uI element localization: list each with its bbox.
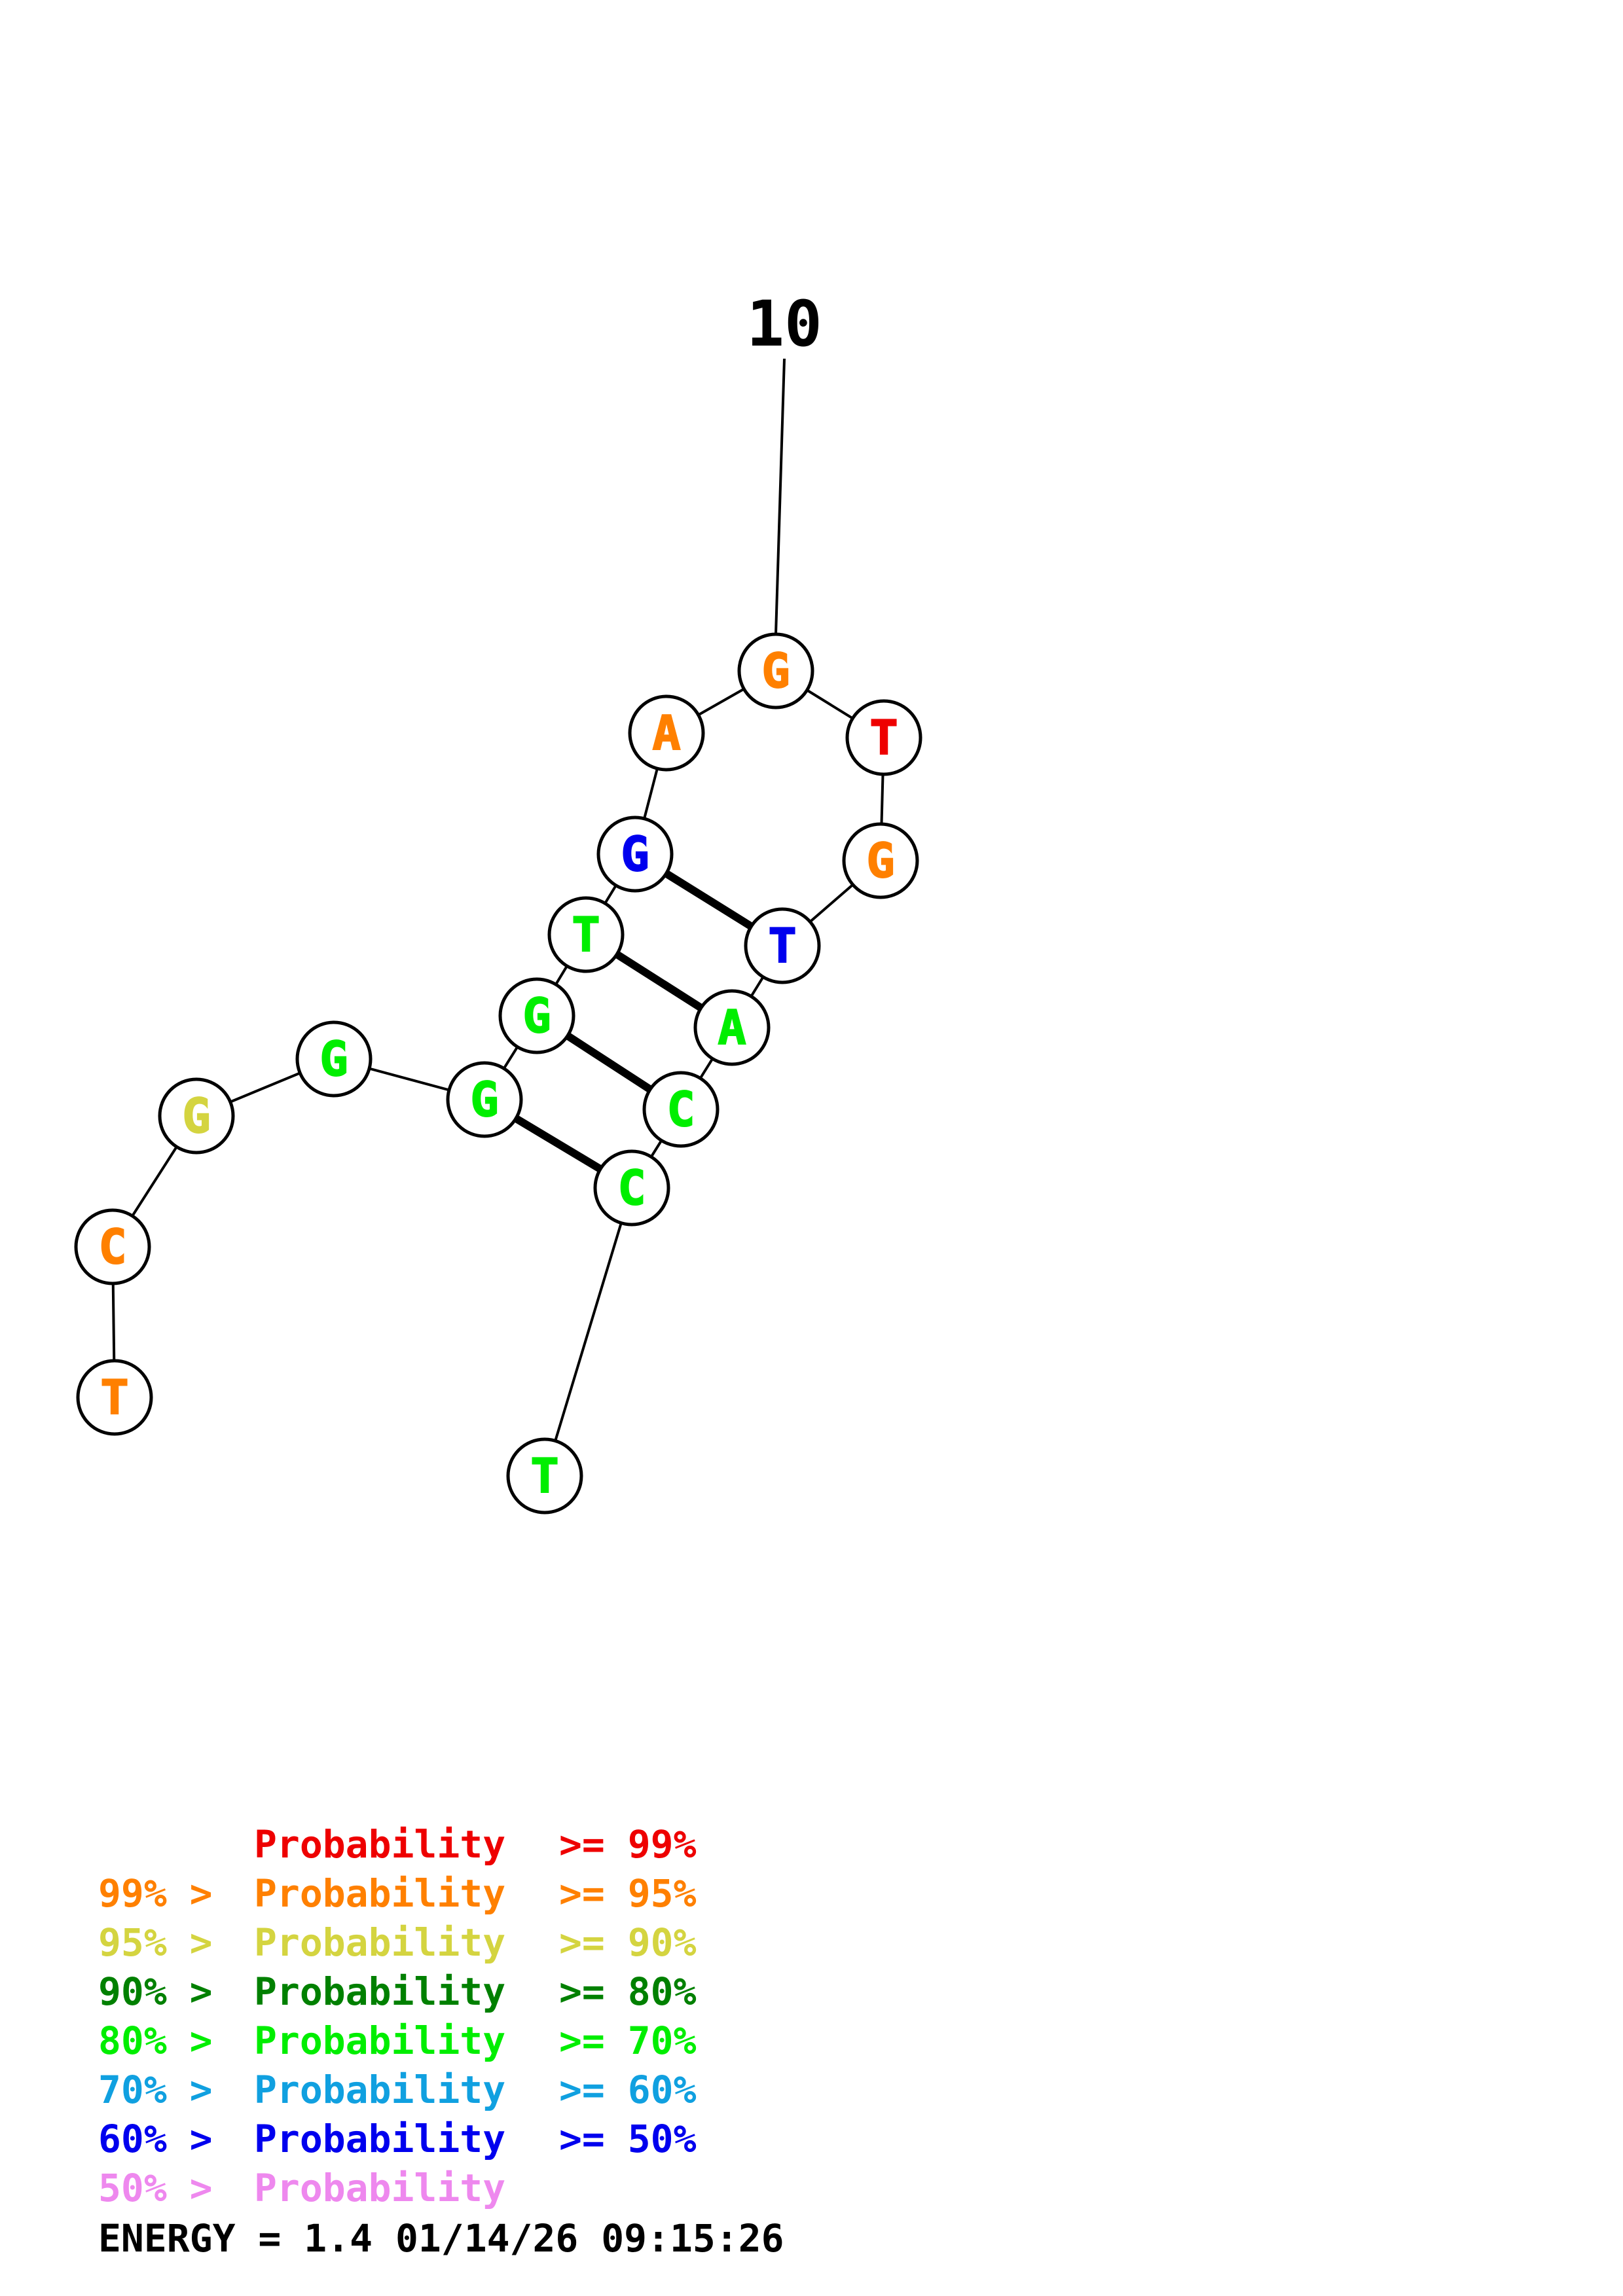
- nucleotide-base: T: [100, 1370, 128, 1425]
- nucleotide-base: G: [522, 988, 551, 1043]
- legend-label: Probability: [254, 1822, 505, 1867]
- position-markers: 10: [746, 287, 822, 635]
- nucleotide-base: G: [182, 1088, 210, 1143]
- nucleotide-circle: [642, 1071, 720, 1148]
- legend-row: 70% > Probability >= 60%: [98, 2068, 697, 2112]
- legend-prefix: 70% >: [98, 2068, 213, 2112]
- nucleotide-circle: [693, 989, 771, 1066]
- legend-label: Probability: [254, 1969, 505, 2014]
- energy-footer: ENERGY = 1.4 01/14/26 09:15:26: [98, 2216, 784, 2261]
- nucleotide-circle: [842, 822, 919, 899]
- legend-label: Probability: [254, 2166, 505, 2210]
- legend-row: 90% > Probability >= 80%: [98, 1969, 697, 2014]
- nucleotide-base: G: [319, 1031, 348, 1086]
- nucleotide-circle: [446, 1061, 523, 1138]
- nucleotide: G: [498, 977, 575, 1054]
- legend-label: Probability: [254, 1871, 505, 1916]
- legend-row: 50% > Probability: [98, 2166, 505, 2210]
- nucleotide-base: G: [866, 833, 894, 888]
- nucleotide-base: C: [666, 1082, 695, 1137]
- legend-label: Probability: [254, 2068, 505, 2112]
- nucleotide-circle: [737, 632, 814, 709]
- nucleotide-base: C: [98, 1219, 126, 1274]
- legend-suffix: >= 60%: [559, 2068, 697, 2112]
- legend-suffix: >= 99%: [559, 1822, 697, 1867]
- nucleotide-circle: [158, 1077, 235, 1155]
- nucleotide-base: G: [761, 643, 790, 698]
- nucleotide-base: G: [621, 827, 649, 882]
- legend-prefix: 60% >: [98, 2117, 213, 2161]
- legend-prefix: 99% >: [98, 1871, 213, 1916]
- legend-row: 80% > Probability >= 70%: [98, 2018, 697, 2063]
- legend-prefix: 90% >: [98, 1969, 213, 2014]
- backbone-line: [543, 1187, 633, 1477]
- legend-label: Probability: [254, 2117, 505, 2161]
- nucleotide: C: [593, 1149, 670, 1227]
- nucleotide: T: [76, 1359, 153, 1436]
- nucleotide: A: [693, 989, 771, 1066]
- legend-label: Probability: [254, 1920, 505, 1965]
- position-marker-label: 10: [746, 287, 822, 361]
- legend-row: 99% > Probability >= 95%: [98, 1871, 697, 1916]
- nucleotide-circle: [547, 896, 625, 973]
- nucleotide: T: [506, 1437, 583, 1515]
- legend-label: Probability: [254, 2018, 505, 2063]
- nucleotide-base: T: [572, 907, 600, 962]
- nucleotide-circle: [845, 699, 922, 776]
- position-marker-line: [775, 358, 786, 635]
- legend-suffix: >= 80%: [559, 1969, 697, 2014]
- nucleotide-circle: [593, 1149, 670, 1227]
- nucleotide-base: G: [470, 1072, 498, 1127]
- nucleotide-circle: [628, 694, 705, 772]
- nucleotide-base: A: [652, 706, 680, 761]
- nucleotide: C: [642, 1071, 720, 1148]
- legend-row: 95% > Probability >= 90%: [98, 1920, 697, 1965]
- nucleotide: G: [737, 632, 814, 709]
- nucleotide: T: [744, 907, 821, 984]
- nucleotide-base: T: [530, 1448, 558, 1503]
- nucleotide-circle: [596, 816, 674, 893]
- nucleotide-base: A: [718, 1000, 746, 1055]
- nucleotide: A: [628, 694, 705, 772]
- legend-suffix: >= 90%: [559, 1920, 697, 1965]
- nucleotide: G: [842, 822, 919, 899]
- legend-suffix: >= 50%: [559, 2117, 697, 2161]
- legend-prefix: 80% >: [98, 2018, 213, 2063]
- nucleotide-circle: [498, 977, 575, 1054]
- probability-legend: Probability >= 99%99% > Probability >= 95%9…: [98, 1822, 697, 2210]
- legend-prefix: 50% >: [98, 2166, 213, 2210]
- nucleotide-base: T: [768, 918, 796, 973]
- nucleotide: G: [446, 1061, 523, 1138]
- nucleotide-circle: [295, 1020, 373, 1098]
- nucleotide: T: [845, 699, 922, 776]
- legend-row: Probability >= 99%: [254, 1822, 697, 1867]
- nucleotide-circle: [506, 1437, 583, 1515]
- nucleotide: T: [547, 896, 625, 973]
- nucleotide-base: T: [869, 710, 898, 765]
- nucleotide-circle: [744, 907, 821, 984]
- nucleotide-circle: [76, 1359, 153, 1436]
- nucleotide: C: [74, 1208, 151, 1285]
- nucleotide-base: C: [617, 1160, 646, 1215]
- legend-row: 60% > Probability >= 50%: [98, 2117, 697, 2161]
- legend-suffix: >= 70%: [559, 2018, 697, 2063]
- legend-suffix: >= 95%: [559, 1871, 697, 1916]
- nucleotide: G: [596, 816, 674, 893]
- nucleotide-circle: [74, 1208, 151, 1285]
- nucleotide: G: [295, 1020, 373, 1098]
- legend-prefix: 95% >: [98, 1920, 213, 1965]
- nucleotide: G: [158, 1077, 235, 1155]
